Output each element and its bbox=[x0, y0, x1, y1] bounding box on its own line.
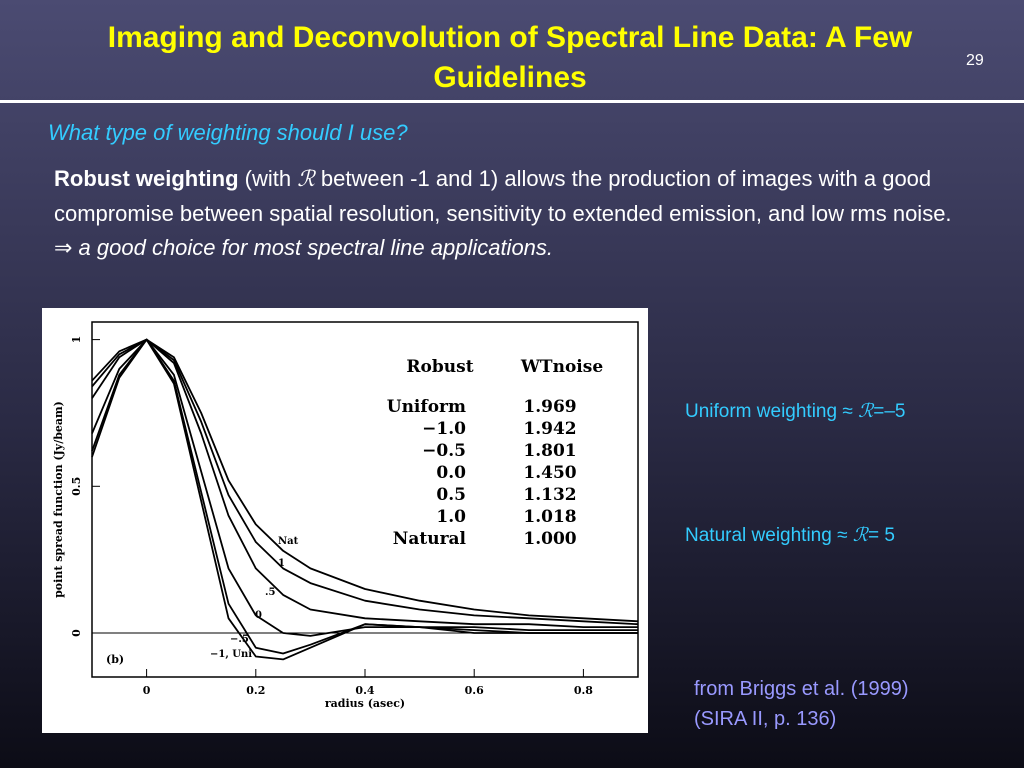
bold-term: Robust weighting bbox=[54, 166, 239, 191]
legend-label: −1, Uni bbox=[210, 649, 252, 660]
arrow: ⇒ bbox=[54, 235, 73, 260]
text: Uniform weighting ≈ bbox=[685, 401, 859, 422]
table-cell: 0.5 bbox=[436, 485, 466, 505]
table-cell: 1.132 bbox=[523, 485, 576, 505]
psf-curve bbox=[91, 338, 638, 628]
legend-label: Nat bbox=[278, 536, 299, 547]
legend-label: 1 bbox=[278, 558, 285, 569]
table-cell: 1.000 bbox=[523, 529, 576, 549]
text: Natural weighting ≈ bbox=[685, 525, 853, 546]
table-cell: Uniform bbox=[387, 397, 466, 417]
text: =–5 bbox=[873, 401, 906, 422]
conclusion: a good choice for most spectral line app… bbox=[72, 235, 554, 260]
text: (with bbox=[238, 166, 298, 191]
table-cell: 1.942 bbox=[523, 419, 576, 439]
table-cell: 1.0 bbox=[436, 507, 466, 527]
x-tick-label: 0.8 bbox=[574, 684, 593, 697]
source-line: from Briggs et al. (1999) bbox=[694, 678, 909, 700]
table-cell: 0.0 bbox=[436, 463, 466, 483]
y-tick-label: 1 bbox=[70, 336, 83, 344]
text: = 5 bbox=[867, 525, 895, 546]
source-line: (SIRA II, p. 136) bbox=[694, 708, 837, 730]
symbol: ℛ bbox=[297, 167, 315, 192]
table-cell: 1.801 bbox=[523, 441, 576, 461]
table-cell: 1.969 bbox=[523, 397, 576, 417]
body: Robust weighting (with ℛ between -1 and … bbox=[54, 162, 954, 265]
panel-label: (b) bbox=[106, 653, 124, 666]
source: from Briggs et al. (1999) (SIRA II, p. 13… bbox=[694, 674, 909, 734]
table-header: WTnoise bbox=[520, 357, 603, 377]
legend-label: .5 bbox=[265, 587, 275, 598]
note: Uniform weighting ≈ ℛ=–5 bbox=[685, 400, 905, 423]
divider bbox=[0, 100, 1024, 103]
psf-curve bbox=[91, 338, 638, 637]
title: Imaging and Deconvolution of Spectral Li… bbox=[107, 21, 913, 94]
table-cell: 1.018 bbox=[523, 507, 576, 527]
table-cell: −1.0 bbox=[422, 419, 466, 439]
x-tick-label: 0 bbox=[143, 684, 151, 697]
y-tick-label: 0.5 bbox=[70, 477, 83, 496]
y-axis-label: point spread function (Jy/beam) bbox=[52, 401, 65, 598]
table-cell: 1.450 bbox=[523, 463, 576, 483]
page-number: 29 bbox=[966, 52, 984, 69]
legend-label: 0 bbox=[255, 610, 262, 621]
x-tick-label: 0.6 bbox=[465, 684, 484, 697]
psf-curve bbox=[91, 338, 638, 661]
table-cell: Natural bbox=[393, 529, 467, 549]
table-header: Robust bbox=[406, 357, 473, 377]
x-tick-label: 0.2 bbox=[246, 684, 265, 697]
table-cell: −0.5 bbox=[422, 441, 466, 461]
subtitle: What type of weighting should I use? bbox=[48, 120, 408, 145]
symbol: ℛ bbox=[852, 524, 868, 546]
symbol: ℛ bbox=[858, 400, 874, 422]
legend-label: −.5 bbox=[230, 634, 249, 645]
text: between -1 and 1) allows the production … bbox=[54, 166, 952, 226]
x-axis-label: radius (asec) bbox=[325, 697, 405, 710]
note: Natural weighting ≈ ℛ= 5 bbox=[685, 524, 895, 547]
y-tick-label: 0 bbox=[70, 629, 83, 637]
x-tick-label: 0.4 bbox=[355, 684, 374, 697]
